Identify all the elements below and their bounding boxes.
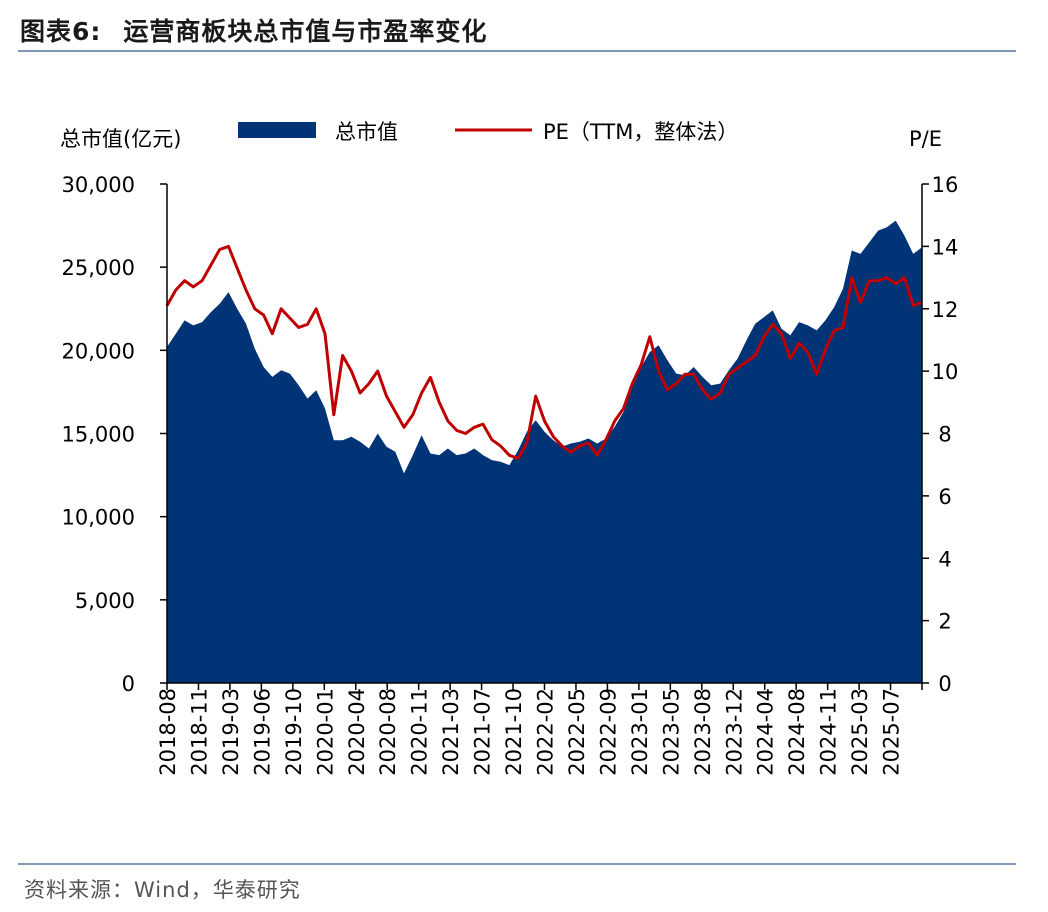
x-axis-tick-label: 2020-11: [408, 688, 432, 776]
right-axis-tick-label: 14: [932, 235, 959, 259]
right-axis-tick-label: 6: [938, 485, 951, 509]
figure-title-text: 运营商板块总市值与市盈率变化: [123, 17, 488, 46]
legend-label-market-cap: 总市值: [335, 120, 398, 144]
x-axis-tick-label: 2021-03: [439, 688, 463, 776]
right-axis-tick-label: 12: [932, 298, 959, 322]
x-axis-tick-label: 2023-05: [659, 688, 683, 776]
right-axis-tick-label: 4: [938, 547, 951, 571]
source-note: 资料来源：Wind，华泰研究: [24, 878, 301, 902]
x-axis-tick-label: 2024-04: [754, 688, 778, 776]
x-axis-tick-label: 2023-01: [628, 688, 652, 776]
right-axis-tick-label: 0: [938, 672, 951, 696]
x-axis-tick-label: 2019-10: [282, 688, 306, 776]
x-axis-tick-label: 2023-08: [691, 688, 715, 776]
x-axis-tick-label: 2020-08: [376, 688, 400, 776]
x-axis-tick-label: 2025-03: [848, 688, 872, 776]
x-axis-tick-label: 2022-02: [534, 688, 558, 776]
figure-number: 图表6:: [20, 17, 102, 46]
x-axis-tick-label: 2023-12: [722, 688, 746, 776]
left-axis-title: 总市值(亿元): [60, 127, 181, 151]
pe-line: [165, 244, 923, 460]
figure-title: 图表6: 运营商板块总市值与市盈率变化: [20, 12, 487, 48]
left-axis-tick-label: 0: [122, 672, 135, 696]
x-axis-tick-label: 2019-03: [219, 688, 243, 776]
right-axis-title: P/E: [909, 127, 942, 151]
left-axis-tick-label: 20,000: [62, 339, 135, 363]
x-axis-tick-label: 2021-10: [502, 688, 526, 776]
right-axis-tick-label: 10: [932, 360, 959, 384]
x-axis-tick-label: 2020-01: [313, 688, 337, 776]
right-axis-tick-label: 2: [938, 610, 951, 634]
left-axis-tick-label: 10,000: [62, 506, 135, 530]
market-cap-area: [167, 220, 922, 683]
footer-divider: [18, 863, 1016, 865]
x-axis-tick-label: 2022-05: [565, 688, 589, 776]
legend-label-pe: PE（TTM，整体法）: [543, 120, 738, 144]
left-axis-tick-label: 15,000: [62, 423, 135, 447]
x-axis-tick-label: 2019-06: [250, 688, 274, 776]
left-axis-tick-label: 25,000: [62, 256, 135, 280]
x-axis-tick-label: 2018-11: [187, 688, 211, 776]
left-axis-tick-label: 30,000: [62, 173, 135, 197]
header-divider: [18, 50, 1016, 52]
x-axis-tick-label: 2018-08: [156, 688, 180, 776]
x-axis-tick-label: 2025-07: [880, 688, 904, 776]
x-axis-tick-label: 2024-08: [785, 688, 809, 776]
right-axis-tick-label: 8: [938, 423, 951, 447]
left-axis-tick-label: 5,000: [75, 589, 135, 613]
legend-swatch-market-cap: [238, 122, 316, 138]
x-axis-tick-label: 2021-07: [471, 688, 495, 776]
x-axis-tick-label: 2022-09: [596, 688, 620, 776]
x-axis-tick-label: 2020-04: [345, 688, 369, 776]
x-axis-tick-label: 2024-11: [817, 688, 841, 776]
right-axis-tick-label: 16: [932, 173, 959, 197]
